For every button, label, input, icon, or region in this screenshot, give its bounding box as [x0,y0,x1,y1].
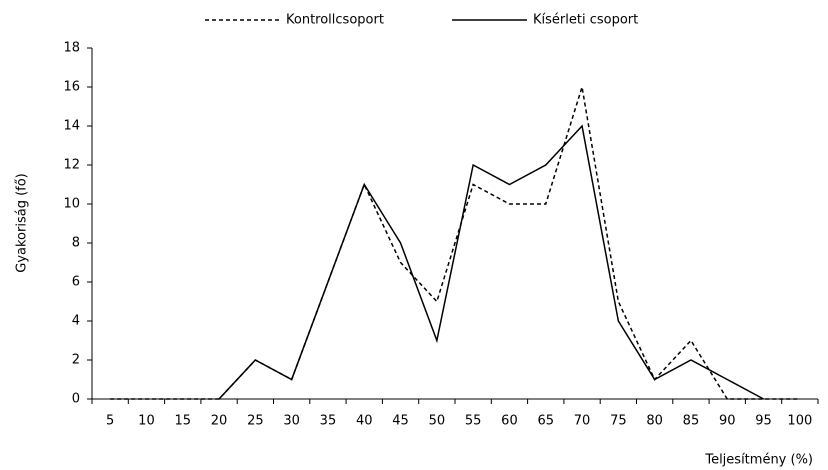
y-tick-label: 8 [72,236,80,251]
series-line [110,86,800,400]
x-tick-label: 100 [787,414,812,429]
x-tick-label: 30 [283,414,300,429]
legend-label: Kísérleti csoport [533,13,638,28]
y-tick-label: 12 [63,158,80,173]
x-tick-label: 75 [610,414,627,429]
x-tick-label: 5 [106,414,114,429]
x-tick-label: 85 [683,414,700,429]
y-axis-label: Gyakoriság (fő) [15,173,30,273]
x-axis-label: Teljesítmény (%) [704,453,813,468]
y-tick-label: 0 [72,392,80,407]
x-tick-label: 80 [646,414,663,429]
y-tick-label: 2 [72,353,80,368]
x-tick-label: 25 [247,414,264,429]
legend-label: Kontrollcsoport [286,13,384,28]
y-tick-label: 10 [63,197,80,212]
y-tick-label: 4 [72,314,80,329]
y-tick-label: 6 [72,275,80,290]
x-tick-label: 90 [719,414,736,429]
x-tick-label: 10 [138,414,155,429]
x-tick-label: 70 [574,414,591,429]
x-tick-label: 20 [211,414,228,429]
y-tick-label: 16 [63,80,80,95]
y-tick-label: 18 [63,41,80,56]
x-tick-label: 35 [320,414,337,429]
x-tick-label: 65 [537,414,554,429]
x-tick-label: 60 [501,414,518,429]
x-tick-label: 40 [356,414,373,429]
x-tick-label: 15 [174,414,191,429]
series-line [218,124,764,400]
x-tick-label: 95 [755,414,772,429]
y-tick-label: 14 [63,119,80,134]
x-tick-label: 55 [465,414,482,429]
x-tick-label: 45 [392,414,409,429]
x-tick-label: 50 [429,414,446,429]
